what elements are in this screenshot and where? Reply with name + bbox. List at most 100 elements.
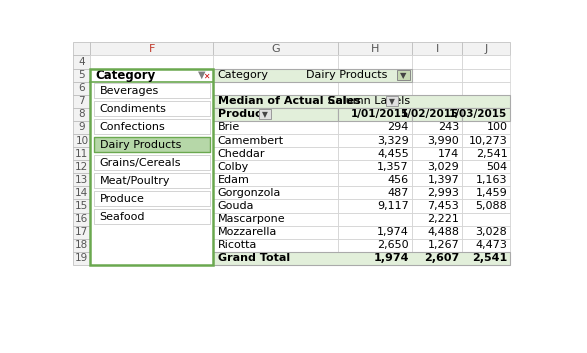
Text: 1,397: 1,397: [427, 175, 459, 185]
Bar: [463, 134, 511, 147]
Text: Brie: Brie: [218, 122, 239, 132]
Bar: [213, 82, 339, 95]
Text: Produce: Produce: [100, 194, 144, 204]
Bar: [412, 108, 463, 121]
Bar: [463, 147, 511, 160]
Bar: [339, 108, 412, 121]
Text: 1,267: 1,267: [427, 240, 459, 250]
Bar: [339, 108, 412, 121]
Text: 2,993: 2,993: [427, 188, 459, 198]
Bar: [412, 160, 463, 173]
Bar: [213, 160, 339, 173]
Bar: [90, 239, 213, 252]
Bar: [73, 121, 90, 134]
Bar: [463, 55, 511, 68]
Bar: [463, 226, 511, 239]
Bar: [213, 121, 339, 134]
Bar: [412, 55, 463, 68]
Bar: [412, 160, 463, 173]
Text: 1/02/2015: 1/02/2015: [401, 109, 459, 119]
Bar: [213, 213, 339, 226]
Bar: [73, 160, 90, 173]
Bar: [463, 226, 511, 239]
Text: Category: Category: [218, 70, 268, 80]
Text: H: H: [371, 44, 379, 54]
Text: 18: 18: [75, 240, 89, 250]
Text: 14: 14: [75, 188, 89, 198]
Bar: [213, 147, 339, 160]
Bar: [339, 42, 412, 55]
Bar: [463, 239, 511, 252]
Text: Dairy Products: Dairy Products: [306, 70, 387, 80]
Text: 1,459: 1,459: [475, 188, 507, 198]
Bar: [93, 83, 210, 98]
Text: 2,607: 2,607: [424, 253, 459, 263]
Text: I: I: [436, 44, 439, 54]
Bar: [213, 199, 339, 213]
Bar: [412, 186, 463, 199]
Text: Mascarpone: Mascarpone: [218, 214, 285, 224]
Bar: [339, 121, 412, 134]
Bar: [463, 121, 511, 134]
Bar: [213, 68, 339, 82]
Bar: [463, 147, 511, 160]
Bar: [339, 239, 412, 252]
Bar: [213, 239, 339, 252]
Bar: [339, 226, 412, 239]
Bar: [213, 186, 339, 199]
Text: 504: 504: [486, 162, 507, 172]
Bar: [463, 108, 511, 121]
Text: 1,357: 1,357: [377, 162, 409, 172]
Text: 294: 294: [387, 122, 409, 132]
Bar: [463, 68, 511, 82]
Bar: [339, 134, 412, 147]
Bar: [412, 239, 463, 252]
Bar: [73, 213, 90, 226]
Bar: [412, 252, 463, 265]
Bar: [339, 199, 412, 213]
Text: 3,329: 3,329: [377, 136, 409, 145]
Bar: [213, 226, 339, 239]
Text: 1,974: 1,974: [373, 253, 409, 263]
Bar: [463, 108, 511, 121]
Bar: [90, 160, 213, 173]
Text: Category: Category: [95, 68, 156, 82]
Bar: [90, 82, 213, 95]
Bar: [412, 68, 463, 82]
Bar: [397, 70, 410, 80]
Bar: [339, 134, 412, 147]
Bar: [73, 108, 90, 121]
Text: F: F: [149, 44, 155, 54]
Bar: [213, 239, 339, 252]
Bar: [339, 186, 412, 199]
Bar: [73, 134, 90, 147]
Text: 1/01/2015: 1/01/2015: [350, 109, 409, 119]
Bar: [339, 226, 412, 239]
Text: 243: 243: [438, 122, 459, 132]
Text: 16: 16: [75, 214, 89, 224]
Text: 5: 5: [79, 70, 85, 80]
Bar: [386, 96, 398, 106]
Bar: [73, 173, 90, 186]
Bar: [93, 173, 210, 189]
Bar: [412, 134, 463, 147]
Bar: [412, 108, 463, 121]
Bar: [339, 173, 412, 186]
Text: 2,541: 2,541: [475, 149, 507, 158]
Bar: [90, 68, 213, 265]
Text: 1,163: 1,163: [476, 175, 507, 185]
Text: 4,488: 4,488: [427, 227, 459, 237]
Bar: [463, 160, 511, 173]
Bar: [463, 252, 511, 265]
Bar: [213, 186, 339, 199]
Text: ▼: ▼: [389, 97, 395, 106]
Bar: [339, 55, 412, 68]
Text: 9,117: 9,117: [377, 201, 409, 211]
Text: 2,541: 2,541: [472, 253, 507, 263]
Bar: [339, 213, 412, 226]
Text: Beverages: Beverages: [100, 86, 159, 96]
Text: Confections: Confections: [100, 122, 166, 132]
Bar: [463, 173, 511, 186]
Bar: [463, 160, 511, 173]
Text: 100: 100: [487, 122, 507, 132]
